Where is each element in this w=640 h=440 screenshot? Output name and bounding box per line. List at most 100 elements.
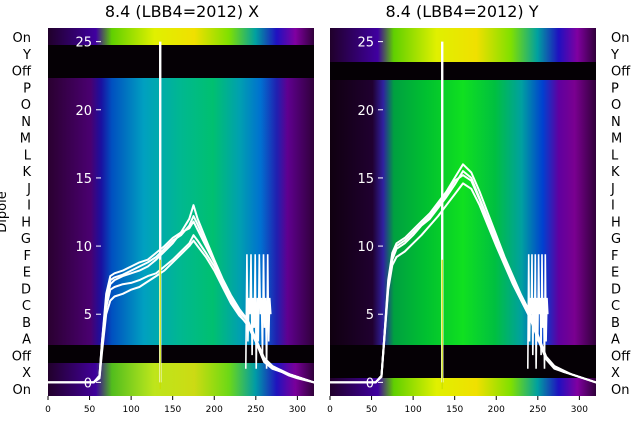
row-label: I — [611, 199, 615, 214]
off-band-top — [330, 62, 596, 80]
y-tick-label: 15 — [75, 172, 92, 187]
on-band-top — [330, 28, 596, 62]
row-label: N — [21, 115, 31, 130]
panel-y: 8.4 (LBB4=2012) Y 0 5 10 15 20 25 0 50 100 150 20… — [327, 2, 597, 415]
row-label: Y — [22, 48, 31, 63]
row-label: N — [611, 115, 621, 130]
x-tick-label: 300 — [289, 405, 306, 415]
row-label: E — [611, 266, 619, 281]
y-ticks: 0 5 10 15 20 25 — [357, 36, 383, 391]
on-band-bottom — [330, 378, 596, 396]
series-line-3 — [48, 215, 315, 384]
row-label: O — [21, 98, 31, 113]
row-label: M — [611, 132, 622, 147]
row-label: E — [23, 266, 31, 281]
x-tick-label: 250 — [247, 405, 264, 415]
y-tick-label: 20 — [75, 104, 92, 119]
x-tick-label: 150 — [446, 405, 463, 415]
row-label: Off — [12, 349, 32, 364]
off-band-bottom — [330, 345, 596, 378]
row-label: K — [611, 165, 620, 180]
row-label: Off — [611, 349, 631, 364]
row-label: B — [611, 316, 620, 331]
y-tick-label: 25 — [75, 36, 92, 51]
row-label: C — [611, 299, 620, 314]
y-ticks: 0 5 10 15 20 25 — [75, 36, 101, 391]
x-tick-label: 300 — [571, 405, 588, 415]
row-label: I — [27, 199, 31, 214]
row-label: F — [24, 249, 31, 264]
row-label: On — [611, 31, 629, 46]
y-tick-label: 5 — [366, 308, 374, 323]
y-tick-label: 15 — [357, 172, 374, 187]
x-tick-label: 0 — [45, 405, 51, 415]
x-tick-label: 100 — [405, 405, 422, 415]
row-label: L — [611, 148, 619, 163]
series-line-3 — [330, 174, 597, 384]
heatmap-area — [48, 28, 314, 396]
panel-title: 8.4 (LBB4=2012) Y — [385, 2, 538, 21]
on-band-top — [48, 28, 314, 45]
x-tick-label: 200 — [488, 405, 505, 415]
row-label: H — [611, 215, 621, 230]
x-tick-label: 150 — [164, 405, 181, 415]
row-label: On — [13, 383, 31, 398]
row-label: J — [26, 182, 31, 197]
traces — [330, 41, 597, 390]
row-label: Off — [12, 65, 32, 80]
row-label: C — [22, 299, 31, 314]
row-label: D — [21, 282, 31, 297]
y-tick-label: 25 — [357, 36, 374, 51]
off-band-top — [48, 45, 314, 78]
off-band-bottom — [48, 345, 314, 363]
heatmap-background — [330, 28, 596, 396]
row-label: P — [23, 81, 31, 96]
x-tick-label: 250 — [529, 405, 546, 415]
row-label: G — [611, 232, 621, 247]
row-label: G — [21, 232, 31, 247]
row-label: J — [610, 182, 615, 197]
x-tick-label: 50 — [366, 405, 378, 415]
on-band-bottom — [48, 363, 314, 396]
series-line-4 — [48, 239, 315, 384]
row-label: K — [22, 165, 31, 180]
x-ticks: 0 50 100 150 200 250 300 — [45, 396, 306, 415]
row-label: L — [24, 148, 32, 163]
x-tick-label: 50 — [84, 405, 96, 415]
row-label: P — [611, 81, 619, 96]
panel-title: 8.4 (LBB4=2012) X — [105, 2, 259, 21]
row-label: A — [611, 333, 620, 348]
y-tick-label: 20 — [357, 104, 374, 119]
heatmap-area — [330, 28, 596, 396]
x-tick-label: 100 — [123, 405, 140, 415]
burst-line — [245, 254, 272, 369]
x-ticks: 0 50 100 150 200 250 300 — [327, 396, 588, 415]
row-label: X — [611, 366, 620, 381]
row-label: M — [20, 132, 31, 147]
row-label: Off — [611, 65, 631, 80]
y-tick-label: 10 — [357, 240, 374, 255]
x-tick-label: 200 — [206, 405, 223, 415]
row-label: D — [611, 282, 621, 297]
row-label: B — [22, 316, 31, 331]
traces — [48, 41, 315, 390]
row-label: Y — [610, 48, 619, 63]
y-axis-label: Dipole — [0, 191, 10, 232]
row-label: F — [611, 249, 618, 264]
heatmap-background — [48, 28, 314, 396]
row-label: A — [22, 333, 31, 348]
panel-x: 8.4 (LBB4=2012) X 0 5 10 15 20 25 0 50 100 150 20… — [45, 2, 315, 415]
y-tick-label: 0 — [366, 376, 374, 391]
y-tick-label: 10 — [75, 240, 92, 255]
row-label: On — [13, 31, 31, 46]
x-tick-label: 0 — [327, 405, 333, 415]
row-label: O — [611, 98, 621, 113]
burst-line — [527, 254, 549, 369]
y-tick-label: 0 — [84, 376, 92, 391]
y-tick-label: 5 — [84, 308, 92, 323]
row-label: X — [22, 366, 31, 381]
row-label: On — [611, 383, 629, 398]
